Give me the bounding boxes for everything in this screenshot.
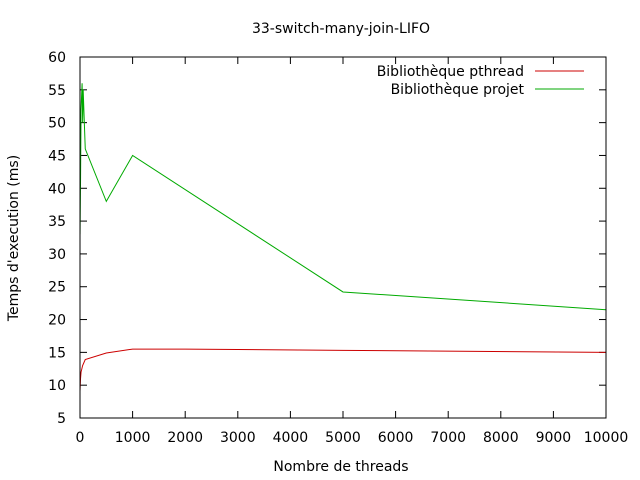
series-line-2 (79, 83, 607, 311)
series-lines (79, 83, 607, 391)
legend-label-2: Bibliothèque projet (391, 82, 525, 98)
axis-ticks: 0 1000 2000 3000 4000 5000 6000 7000 8000 9000 100… (48, 50, 628, 446)
y-tick-label: 35 (48, 214, 66, 230)
legend: Bibliothèque pthread Bibliothèque projet (377, 64, 584, 98)
x-tick-label: 0 (76, 430, 85, 446)
y-tick-label: 55 (48, 83, 66, 99)
x-tick-label: 3000 (220, 430, 256, 446)
y-tick-label: 50 (48, 116, 66, 132)
x-tick-label: 2000 (167, 430, 203, 446)
y-tick-label: 45 (48, 148, 66, 164)
x-tick-label: 6000 (378, 430, 414, 446)
x-tick-label: 1000 (115, 430, 151, 446)
x-tick-label: 7000 (430, 430, 466, 446)
y-axis-label: Temps d'execution (ms) (6, 155, 22, 322)
y-tick-label: 10 (48, 378, 66, 394)
y-tick-label: 60 (48, 50, 66, 66)
x-tick-label: 8000 (483, 430, 519, 446)
x-tick-label: 5000 (325, 430, 361, 446)
plot-frame (79, 56, 607, 419)
x-tick-label: 9000 (536, 430, 572, 446)
y-tick-label: 15 (48, 345, 66, 361)
y-tick-label: 5 (57, 411, 66, 427)
y-tick-label: 25 (48, 280, 66, 296)
y-tick-label: 20 (48, 313, 66, 329)
y-tick-label: 30 (48, 247, 66, 263)
legend-label-1: Bibliothèque pthread (377, 64, 524, 80)
chart-title: 33-switch-many-join-LIFO (252, 21, 430, 37)
y-tick-label: 40 (48, 181, 66, 197)
x-tick-label: 10000 (584, 430, 629, 446)
x-axis-label: Nombre de threads (273, 459, 408, 475)
x-tick-label: 4000 (273, 430, 309, 446)
series-line-1 (79, 348, 607, 391)
